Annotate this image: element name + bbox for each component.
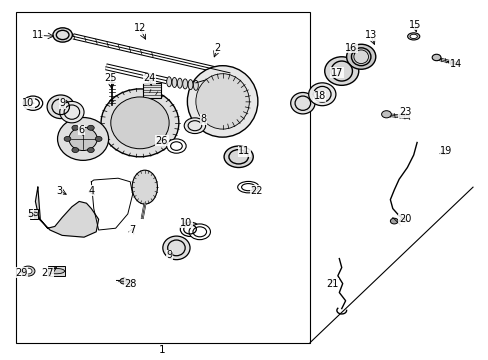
Circle shape bbox=[72, 148, 79, 153]
Circle shape bbox=[389, 218, 397, 224]
Text: 29: 29 bbox=[16, 268, 28, 278]
Text: 19: 19 bbox=[439, 147, 451, 157]
Polygon shape bbox=[35, 187, 99, 237]
Ellipse shape bbox=[172, 77, 177, 87]
Ellipse shape bbox=[60, 102, 84, 123]
Ellipse shape bbox=[196, 74, 249, 129]
Text: 28: 28 bbox=[124, 279, 136, 289]
Bar bbox=[30, 208, 38, 219]
Ellipse shape bbox=[184, 118, 205, 134]
Ellipse shape bbox=[180, 222, 200, 237]
Text: 23: 23 bbox=[398, 107, 410, 117]
Ellipse shape bbox=[353, 50, 368, 64]
Circle shape bbox=[24, 268, 32, 274]
Ellipse shape bbox=[23, 96, 42, 111]
Text: 6: 6 bbox=[79, 125, 84, 135]
Bar bbox=[143, 83, 161, 98]
Text: 22: 22 bbox=[250, 186, 263, 196]
Text: 17: 17 bbox=[330, 68, 343, 78]
Ellipse shape bbox=[47, 95, 74, 118]
Ellipse shape bbox=[290, 93, 314, 114]
Bar bbox=[16, 12, 309, 342]
Ellipse shape bbox=[47, 269, 64, 274]
Text: 13: 13 bbox=[364, 30, 376, 40]
Ellipse shape bbox=[224, 146, 253, 167]
Text: 8: 8 bbox=[200, 114, 206, 124]
Ellipse shape bbox=[409, 34, 416, 39]
Circle shape bbox=[21, 266, 35, 276]
Circle shape bbox=[87, 148, 94, 153]
Text: 27: 27 bbox=[41, 268, 54, 278]
Text: 18: 18 bbox=[313, 91, 325, 101]
Text: 4: 4 bbox=[88, 186, 94, 196]
Circle shape bbox=[72, 125, 79, 130]
Text: 21: 21 bbox=[325, 279, 338, 289]
Ellipse shape bbox=[53, 28, 72, 42]
Ellipse shape bbox=[193, 80, 198, 90]
Ellipse shape bbox=[431, 54, 440, 61]
Ellipse shape bbox=[308, 83, 335, 106]
Text: 9: 9 bbox=[166, 250, 172, 260]
Ellipse shape bbox=[166, 139, 186, 153]
Text: 2: 2 bbox=[214, 43, 221, 53]
Ellipse shape bbox=[69, 127, 97, 150]
Ellipse shape bbox=[183, 79, 187, 89]
Text: 7: 7 bbox=[129, 225, 136, 235]
Ellipse shape bbox=[324, 57, 358, 85]
Text: 14: 14 bbox=[449, 59, 461, 69]
Ellipse shape bbox=[188, 80, 193, 90]
Text: 25: 25 bbox=[104, 73, 117, 83]
Text: 12: 12 bbox=[134, 23, 146, 33]
Text: 26: 26 bbox=[155, 136, 168, 146]
Text: 11: 11 bbox=[238, 147, 250, 157]
Ellipse shape bbox=[189, 224, 210, 240]
Ellipse shape bbox=[351, 48, 370, 66]
Ellipse shape bbox=[163, 236, 190, 260]
Circle shape bbox=[120, 278, 127, 284]
Circle shape bbox=[95, 136, 102, 141]
Text: 3: 3 bbox=[57, 186, 62, 196]
Text: 16: 16 bbox=[345, 43, 357, 53]
Ellipse shape bbox=[177, 78, 182, 88]
Text: 11: 11 bbox=[32, 30, 44, 40]
Text: 20: 20 bbox=[398, 214, 410, 224]
Ellipse shape bbox=[30, 212, 38, 216]
Ellipse shape bbox=[407, 33, 419, 40]
Text: 1: 1 bbox=[158, 345, 165, 355]
Ellipse shape bbox=[111, 97, 169, 149]
Ellipse shape bbox=[187, 66, 257, 137]
Circle shape bbox=[381, 111, 390, 118]
Ellipse shape bbox=[237, 181, 259, 193]
Ellipse shape bbox=[346, 44, 375, 69]
Ellipse shape bbox=[132, 170, 157, 204]
Text: 15: 15 bbox=[407, 19, 420, 30]
Text: 9: 9 bbox=[59, 98, 65, 108]
Text: 24: 24 bbox=[143, 73, 156, 83]
Text: 10: 10 bbox=[22, 98, 34, 108]
Ellipse shape bbox=[101, 89, 179, 157]
Circle shape bbox=[64, 136, 71, 141]
Ellipse shape bbox=[58, 117, 108, 160]
Circle shape bbox=[87, 125, 94, 130]
Text: 10: 10 bbox=[180, 218, 192, 228]
Text: 5: 5 bbox=[27, 209, 34, 219]
Bar bbox=[47, 266, 64, 276]
Ellipse shape bbox=[166, 77, 171, 87]
